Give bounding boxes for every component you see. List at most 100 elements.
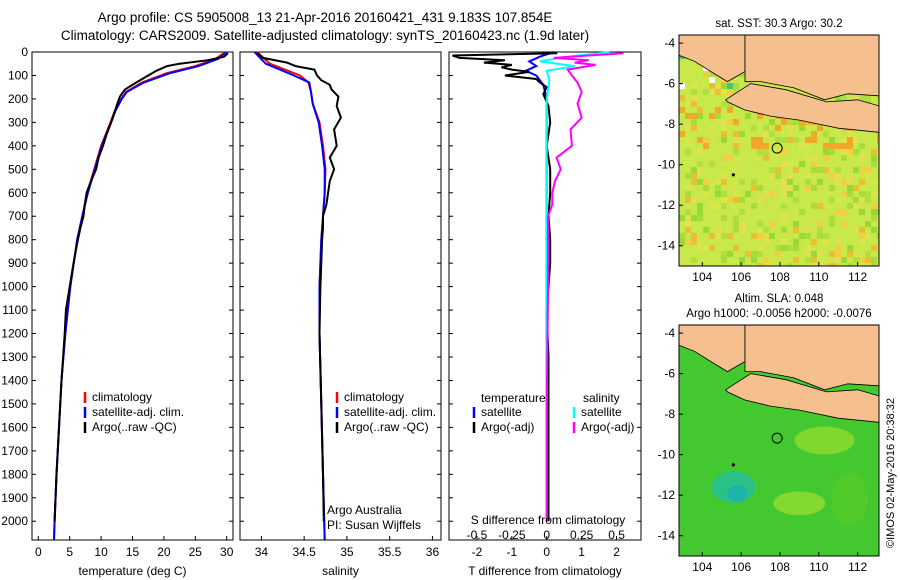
legend-entry: satellite [481, 405, 522, 419]
map-y-tick-label: -10 [658, 448, 676, 462]
plot-frame-temperature-profile [31, 51, 234, 541]
map-y-tick-label: -6 [664, 77, 675, 91]
land-polygon [744, 35, 879, 101]
x-tick-label: 34 [255, 545, 269, 559]
y-tick-label: 900 [8, 256, 28, 270]
x-tick-label: 2 [613, 545, 620, 559]
series-line-argo-raw-qc- [53, 52, 229, 522]
y-tick-label: 1600 [1, 420, 28, 434]
y-tick-label: 300 [8, 115, 28, 129]
x-tick-label: -1 [507, 545, 518, 559]
x-tick-label: 35.5 [378, 545, 402, 559]
secondary-tick-label: -0.5 [467, 528, 488, 542]
chart-title-line1: Argo profile: CS 5905008_13 21-Apr-2016 … [97, 10, 553, 25]
map-field [679, 325, 879, 556]
plot-frame-difference-profile [448, 51, 642, 541]
y-tick-label: 1100 [2, 303, 28, 317]
map-y-tick-label: -14 [658, 529, 676, 543]
map-x-tick-label: 104 [692, 270, 712, 284]
map-y-tick-label: -6 [664, 367, 675, 381]
legend-entry: Argo(..raw -QC) [344, 420, 429, 434]
map-y-tick-label: -10 [658, 158, 676, 172]
legend-entry: Argo(-adj) [581, 420, 634, 434]
x-tick-label: 34.5 [292, 545, 316, 559]
x-axis-label: salinity [322, 564, 359, 578]
y-tick-label: 1000 [1, 280, 28, 294]
island-marker [731, 173, 735, 177]
land-polygon [724, 373, 879, 423]
x-tick-label: -2 [472, 545, 483, 559]
argo-position-marker [771, 142, 783, 154]
map-y-tick-label: -8 [664, 407, 675, 421]
x-tick-label: 20 [157, 545, 171, 559]
map-x-tick-label: 112 [848, 560, 867, 574]
map-x-tick-label: 108 [770, 560, 790, 574]
map-x-tick-label: 106 [731, 560, 751, 574]
map-x-tick-label: 104 [692, 560, 712, 574]
legend-title-temperature: temperature [481, 391, 546, 405]
map-frame [678, 34, 880, 267]
legend-entry: Argo(-adj) [481, 420, 534, 434]
legend-entry: satellite-adj. clim. [344, 405, 436, 419]
land-polygon [744, 325, 879, 391]
y-tick-label: 1700 [1, 444, 28, 458]
map-field [679, 35, 879, 266]
legend-entry: climatology [92, 390, 152, 404]
x-tick-label: 35 [340, 545, 354, 559]
y-tick-label: 1800 [1, 467, 28, 481]
secondary-tick-label: 0 [543, 528, 550, 542]
map-title-sst: sat. SST: 30.3 Argo: 30.2 [715, 18, 842, 30]
map-subtitle-sla: Argo h1000: -0.0056 h2000: -0.0076 [686, 308, 871, 320]
legend-title-salinity: salinity [583, 391, 620, 405]
y-tick-label: 800 [8, 233, 28, 247]
x-axis-label: temperature (deg C) [78, 564, 186, 578]
map-title-sla: Altim. SLA: 0.048 [735, 293, 824, 305]
secondary-axis-label: S difference from climatology [471, 513, 626, 527]
secondary-tick-label: 0.25 [570, 528, 594, 542]
y-tick-label: 1200 [1, 327, 28, 341]
y-tick-label: 600 [8, 186, 28, 200]
plot-frame-salinity-profile [239, 51, 442, 541]
y-tick-label: 100 [8, 68, 28, 82]
y-tick-label: 500 [8, 162, 28, 176]
legend-entry: Argo(..raw -QC) [92, 420, 177, 434]
map-y-tick-label: -14 [658, 239, 676, 253]
map-x-tick-label: 110 [809, 270, 828, 284]
map-x-tick-label: 112 [848, 270, 867, 284]
legend-entry: satellite-adj. clim. [92, 405, 184, 419]
map-panel-sst-map [678, 34, 880, 267]
map-y-tick-label: -4 [664, 326, 675, 340]
series-line-argo-raw-qc- [256, 52, 342, 522]
map-x-tick-label: 110 [809, 560, 828, 574]
map-panel-sla-map [678, 324, 880, 557]
secondary-tick-label: 0.5 [608, 528, 625, 542]
land-polygon [724, 83, 879, 133]
chart-title-line2: Climatology: CARS2009. Satellite-adjuste… [60, 28, 590, 43]
footer-credit: ©IMOS 02-May-2016 20:38:32 [885, 398, 897, 548]
y-tick-label: 1400 [1, 373, 28, 387]
y-tick-label: 1500 [1, 397, 28, 411]
x-tick-label: 5 [66, 545, 73, 559]
argo-position-marker [771, 432, 783, 444]
x-tick-label: 30 [220, 545, 234, 559]
y-tick-label: 1900 [1, 491, 28, 505]
annotation-pi: PI: Susan Wijffels [327, 518, 421, 532]
legend-entry: climatology [344, 390, 404, 404]
y-tick-label: 0 [21, 45, 28, 59]
series-line-salinity-argo-adj- [545, 52, 624, 522]
y-tick-label: 1300 [1, 350, 28, 364]
annotation-institution: Argo Australia [327, 503, 402, 517]
x-tick-label: 25 [189, 545, 203, 559]
x-tick-label: 0 [35, 545, 42, 559]
map-frame [678, 324, 880, 557]
y-tick-label: 400 [8, 139, 28, 153]
x-tick-label: 15 [126, 545, 140, 559]
map-y-tick-label: -4 [664, 36, 675, 50]
y-tick-label: 700 [8, 209, 28, 223]
map-y-tick-label: -12 [658, 488, 676, 502]
legend-entry: satellite [581, 405, 622, 419]
map-x-tick-label: 106 [731, 270, 751, 284]
secondary-tick-label: -0.25 [498, 528, 526, 542]
map-y-tick-label: -8 [664, 117, 675, 131]
